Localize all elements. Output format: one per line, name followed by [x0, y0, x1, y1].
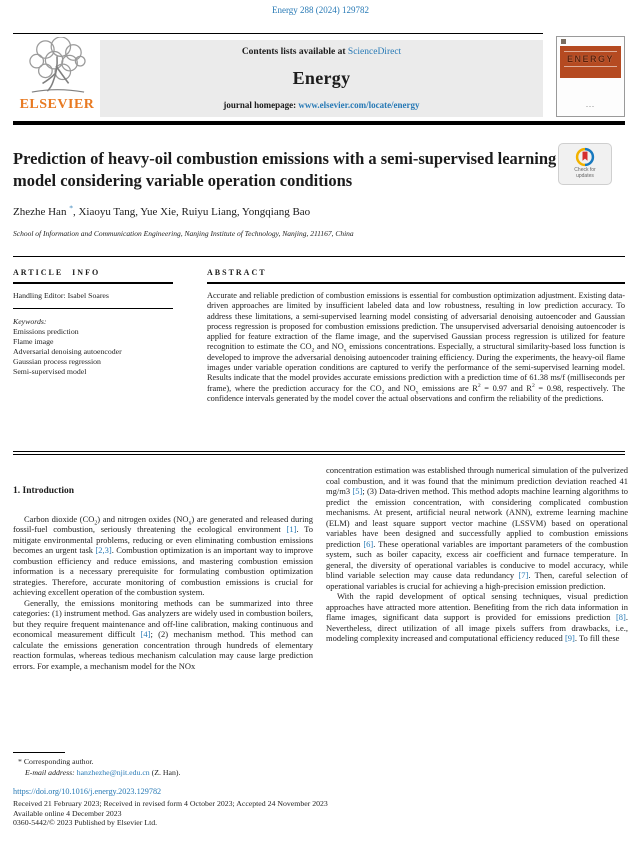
affiliation-rule — [13, 256, 625, 257]
issn-copyright: 0360-5442/© 2023 Published by Elsevier L… — [13, 818, 158, 827]
info-abstract-section: ARTICLE INFO Handling Editor: Isabel Soa… — [13, 268, 625, 404]
handling-editor: Handling Editor: Isabel Soares — [13, 291, 109, 300]
cover-journal-title: ENERGY — [566, 54, 614, 64]
available-online: Available online 4 December 2023 — [13, 809, 122, 818]
cover-title-band: ENERGY — [560, 46, 621, 78]
body-paragraph: Generally, the emissions monitoring meth… — [13, 597, 314, 671]
body-paragraph: Carbon dioxide (CO2) and nitrogen oxides… — [13, 513, 314, 598]
body-paragraph: With the rapid development of optical se… — [326, 591, 628, 643]
cover-decor-line — [564, 51, 617, 52]
journal-cover-thumbnail: ENERGY ⎯⎯⎯ — [556, 36, 625, 117]
article-info-heading: ARTICLE INFO — [13, 268, 101, 277]
cover-footer-mark: ⎯⎯⎯ — [586, 104, 595, 109]
author-list: Zhezhe Han *, Xiaoyu Tang, Yue Xie, Ruiy… — [13, 203, 311, 218]
doi-link[interactable]: https://doi.org/10.1016/j.energy.2023.12… — [13, 787, 162, 796]
sciencedirect-link[interactable]: ScienceDirect — [347, 47, 402, 57]
journal-name: Energy — [292, 68, 351, 88]
keyword-item: Gaussian process regression — [13, 357, 101, 366]
check-for-updates-badge[interactable]: Check for updates — [558, 143, 612, 185]
keyword-item: Adversarial denoising autoencoder — [13, 347, 122, 356]
email-suffix: (Z. Han). — [151, 768, 181, 777]
masthead-box: Contents lists available at ScienceDirec… — [100, 40, 543, 117]
homepage-label: journal homepage: — [223, 100, 297, 110]
abstract-text: Accurate and reliable prediction of comb… — [207, 291, 625, 403]
received-dates: Received 21 February 2023; Received in r… — [13, 799, 328, 808]
article-title: Prediction of heavy-oil combustion emiss… — [13, 149, 557, 190]
crossmark-icon — [575, 147, 595, 167]
email-label: E-mail address: — [25, 768, 75, 777]
check-updates-label: Check for updates — [574, 167, 596, 179]
keywords-label: Keywords: — [13, 317, 47, 326]
body-left-column: 1. Introduction Carbon dioxide (CO2) and… — [13, 486, 313, 671]
body-right-column: concentration estimation was established… — [326, 465, 628, 644]
keyword-item: Emissions prediction — [13, 327, 79, 336]
body-paragraph: concentration estimation was established… — [326, 465, 629, 591]
footnote-rule — [13, 752, 65, 753]
elsevier-wordmark: ELSEVIER — [19, 97, 95, 112]
keyword-item: Semi-supervised model — [13, 367, 87, 376]
abstract-bottom-rule — [13, 451, 625, 455]
cover-corner-mark — [561, 39, 566, 44]
header-bottom-rule — [13, 121, 625, 125]
email-line: E-mail address: hanzhezhe@njit.edu.cn (Z… — [13, 768, 180, 777]
keyword-item: Flame image — [13, 337, 54, 346]
cover-decor-line — [564, 66, 617, 67]
abstract-column: ABSTRACT Accurate and reliable predictio… — [207, 268, 625, 404]
article-info-column: ARTICLE INFO Handling Editor: Isabel Soa… — [13, 268, 173, 404]
contents-prefix: Contents lists available at — [241, 47, 346, 57]
section-heading-introduction: 1. Introduction — [13, 486, 75, 496]
elsevier-logo: ELSEVIER — [13, 37, 101, 113]
journal-citation: Energy 288 (2024) 129782 — [271, 5, 370, 15]
homepage-link[interactable]: www.elsevier.com/locate/energy — [298, 100, 420, 110]
corresponding-author-note: * Corresponding author. — [18, 757, 94, 766]
editor-rule — [13, 308, 173, 309]
email-link[interactable]: hanzhezhe@njit.edu.cn — [76, 768, 150, 777]
elsevier-tree-icon — [29, 37, 86, 93]
abstract-underline — [207, 282, 625, 284]
header-top-rule — [13, 33, 543, 34]
article-info-underline — [13, 282, 173, 284]
abstract-heading: ABSTRACT — [207, 268, 267, 277]
contents-line: Contents lists available at ScienceDirec… — [108, 47, 535, 57]
homepage-line: journal homepage: www.elsevier.com/locat… — [108, 100, 535, 110]
affiliation: School of Information and Communication … — [13, 229, 354, 238]
